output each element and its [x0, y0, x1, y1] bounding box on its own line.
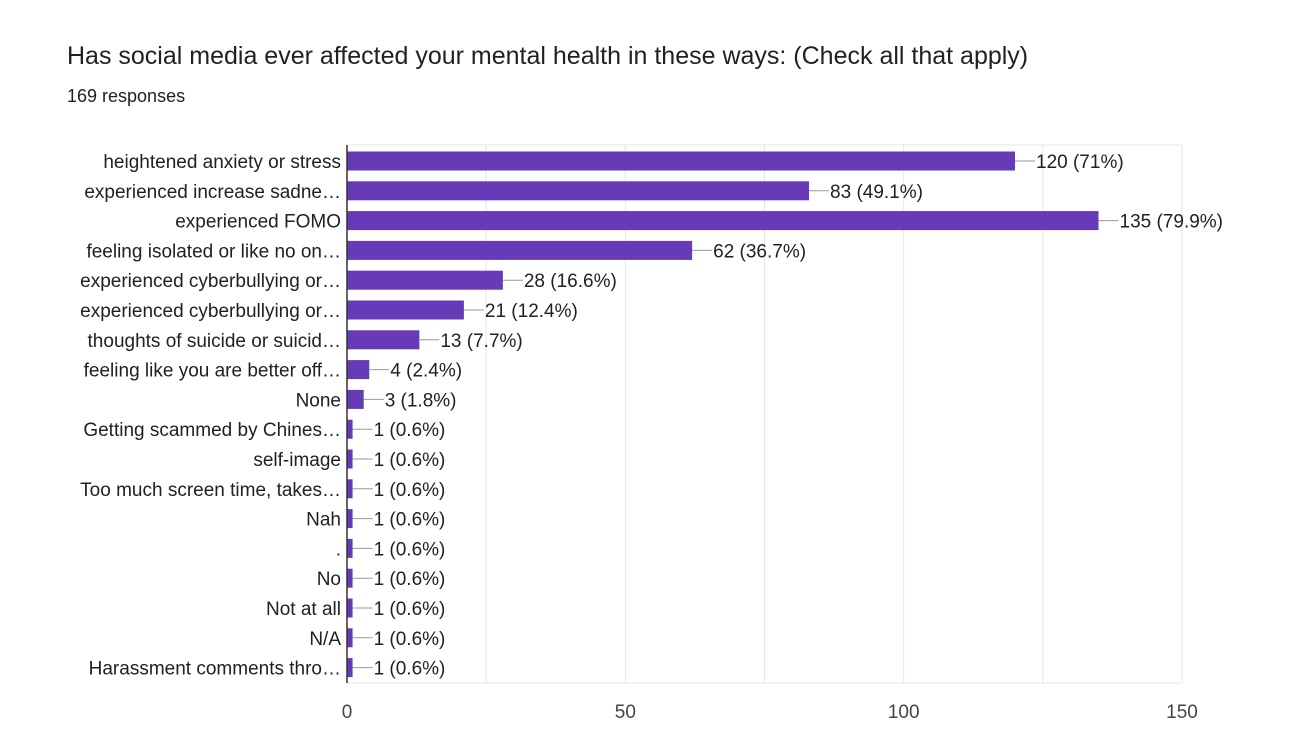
category-label: experienced cyberbullying or…	[80, 301, 341, 322]
bar	[347, 389, 364, 409]
category-label: thoughts of suicide or suicid…	[88, 331, 341, 352]
value-label: 28 (16.6%)	[524, 271, 617, 292]
category-label: None	[296, 390, 341, 411]
category-label: .	[336, 539, 341, 560]
value-label: 1 (0.6%)	[374, 599, 446, 620]
bar	[347, 181, 810, 201]
category-label: N/A	[309, 629, 341, 650]
category-label: experienced cyberbullying or…	[80, 271, 341, 292]
bar	[347, 658, 353, 678]
bar	[347, 360, 370, 380]
bar	[347, 151, 1015, 171]
category-label: Getting scammed by Chines…	[83, 420, 341, 441]
category-label: Too much screen time, takes…	[80, 480, 341, 501]
bar	[347, 628, 353, 648]
bar	[347, 240, 693, 260]
value-label: 1 (0.6%)	[374, 420, 446, 441]
value-label: 1 (0.6%)	[374, 450, 446, 471]
x-tick-label: 0	[342, 702, 353, 723]
bar	[347, 568, 353, 588]
value-label: 1 (0.6%)	[374, 539, 446, 560]
chart-title: Has social media ever affected your ment…	[67, 42, 1029, 70]
category-label: Harassment comments thro…	[89, 659, 341, 680]
value-label: 83 (49.1%)	[830, 182, 923, 203]
bar	[347, 449, 353, 469]
category-label: experienced FOMO	[175, 212, 341, 233]
value-label: 13 (7.7%)	[440, 331, 522, 352]
category-label: feeling isolated or like no on…	[86, 241, 341, 262]
category-label: Not at all	[266, 599, 341, 620]
bar	[347, 479, 353, 499]
value-label: 1 (0.6%)	[374, 510, 446, 531]
bar	[347, 419, 353, 439]
value-label: 1 (0.6%)	[374, 659, 446, 680]
bar	[347, 300, 464, 320]
value-label: 62 (36.7%)	[713, 241, 806, 262]
value-label: 1 (0.6%)	[374, 629, 446, 650]
category-label: heightened anxiety or stress	[103, 152, 341, 173]
value-label: 120 (71%)	[1036, 152, 1124, 173]
bar	[347, 270, 503, 290]
bar	[347, 330, 420, 350]
value-label: 21 (12.4%)	[485, 301, 578, 322]
x-tick-label: 100	[888, 702, 920, 723]
value-label: 1 (0.6%)	[374, 480, 446, 501]
category-label: Nah	[306, 510, 341, 531]
x-tick-label: 50	[615, 702, 636, 723]
x-tick-label: 150	[1166, 702, 1198, 723]
bar	[347, 509, 353, 529]
bar	[347, 538, 353, 558]
bars	[347, 151, 1119, 678]
bar	[347, 211, 1099, 231]
category-label: self-image	[253, 450, 341, 471]
value-label: 4 (2.4%)	[390, 361, 462, 382]
response-count: 169 responses	[67, 86, 186, 106]
bar	[347, 598, 353, 618]
category-label: feeling like you are better off…	[84, 361, 341, 382]
value-label: 1 (0.6%)	[374, 569, 446, 590]
category-label: No	[317, 569, 341, 590]
value-label: 135 (79.9%)	[1120, 212, 1224, 233]
category-label: experienced increase sadne…	[84, 182, 341, 203]
grid-lines	[347, 144, 1183, 684]
labels: 0 50 100 150 120 (71%) heightened anxiety or …	[80, 145, 1223, 723]
value-label: 3 (1.8%)	[385, 390, 457, 411]
